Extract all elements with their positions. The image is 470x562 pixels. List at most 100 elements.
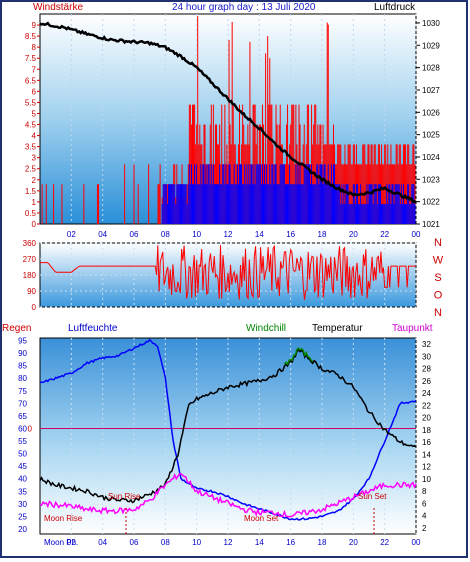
direction-y-tick-label: 90 (27, 287, 36, 296)
wind-x-tick-label: 10 (192, 230, 201, 239)
moon-phase-label: Moon Ph. (44, 538, 78, 547)
wind-y-tick-label: 7.5 (25, 54, 37, 63)
temperature-y-tick-label: 30 (422, 352, 431, 361)
temperature-y-tick-label: 32 (422, 340, 431, 349)
temp-x-tick-label: 08 (161, 538, 170, 547)
wind-y-tick-label: 6.5 (25, 76, 37, 85)
temperature-line (39, 348, 417, 504)
humidity-y-tick-label: 45 (18, 462, 27, 471)
humidity-y-tick-label: 60 (18, 424, 27, 433)
humidity-y-tick-label: 95 (18, 337, 27, 346)
wind-y-tick-label: 1.5 (25, 187, 37, 196)
wind-y-tick-label: 8.5 (25, 32, 37, 41)
humidity-y-tick-label: 50 (18, 450, 27, 459)
zero-line-label: 0 (28, 424, 33, 433)
compass-direction-W: W (433, 255, 444, 267)
humidity-y-tick-label: 70 (18, 399, 27, 408)
moon-set-label: Moon Set (244, 514, 279, 523)
pressure-y-tick-label: 1028 (422, 64, 440, 73)
temperature-y-tick-label: 20 (422, 414, 431, 423)
wind-y-tick-label: 3.5 (25, 143, 37, 152)
wind-x-tick-label: 14 (255, 230, 264, 239)
compass-direction-O: O (434, 290, 443, 302)
wind-x-tick-label: 12 (224, 230, 233, 239)
compass-direction-N: N (434, 307, 442, 319)
direction-y-tick-label: 180 (23, 271, 37, 280)
direction-y-axis-labels: 0 90 180 270 360 (23, 239, 37, 312)
wind-y-tick-label: 5 (32, 109, 37, 118)
temperature-y-tick-label: 8 (422, 487, 427, 496)
dewpoint-line (39, 473, 417, 518)
wind-x-tick-label: 22 (380, 230, 389, 239)
wind-x-tick-label: 04 (98, 230, 107, 239)
humidity-y-tick-label: 25 (18, 512, 27, 521)
temp-x-tick-label: 10 (192, 538, 201, 547)
humidity-y-axis-labels: 20 25 30 35 40 45 50 55 60 65 70 75 80 85 90 95 (18, 337, 27, 534)
wind-y-axis-labels: 0 0.5 1 1.5 2 2.5 3 3.5 4 4.5 5 5.5 6 6.5 7 7.5 8 8.5 9 (25, 21, 37, 229)
wind-x-axis-labels: 02 04 06 08 10 12 14 16 18 20 22 00 (67, 230, 421, 239)
wind-x-tick-label: 08 (161, 230, 170, 239)
pressure-y-axis-labels: 1021 1022 1023 1024 1025 1026 1027 1028 1029 1030 (422, 19, 440, 229)
humidity-y-tick-label: 30 (18, 500, 27, 509)
temp-x-tick-label: 12 (224, 538, 233, 547)
humidity-y-tick-label: 80 (18, 374, 27, 383)
temperature-y-tick-label: 4 (422, 512, 427, 521)
temp-x-tick-label: 22 (380, 538, 389, 547)
direction-y-tick-label: 360 (23, 239, 37, 248)
chart-title: 24 hour graph day : 13 Juli 2020 (172, 2, 316, 13)
wind-x-tick-label: 20 (349, 230, 358, 239)
windchill-line (283, 347, 314, 366)
pressure-y-tick-label: 1026 (422, 108, 440, 117)
wind-y-tick-label: 5.5 (25, 98, 37, 107)
luftfeuchte-label: Luftfeuchte (68, 323, 118, 334)
taupunkt-label: Taupunkt (392, 323, 433, 334)
temperatur-label: Temperatur (312, 323, 363, 334)
compass-direction-S: S (434, 272, 441, 284)
wind-bars (41, 16, 416, 224)
temp-x-axis-labels: 02 04 06 08 10 12 14 16 18 20 22 00 (67, 538, 421, 547)
humidity-y-tick-label: 65 (18, 412, 27, 421)
temperature-y-tick-label: 10 (422, 475, 431, 484)
compass-direction-N: N (434, 237, 442, 249)
wind-y-tick-label: 0 (32, 220, 37, 229)
temp-x-tick-label: 20 (349, 538, 358, 547)
pressure-line (39, 21, 417, 204)
temperature-y-tick-label: 24 (422, 389, 431, 398)
wind-y-tick-label: 6 (32, 87, 37, 96)
humidity-y-tick-label: 40 (18, 475, 27, 484)
pressure-y-tick-label: 1027 (422, 86, 440, 95)
wind-y-tick-label: 4.5 (25, 121, 37, 130)
wind-y-tick-label: 7 (32, 65, 37, 74)
temp-x-tick-label: 16 (286, 538, 295, 547)
wind-x-tick-label: 06 (130, 230, 139, 239)
sun-set-label: Sun Set (358, 492, 387, 501)
pressure-y-tick-label: 1029 (422, 41, 440, 50)
wind-y-tick-label: 8 (32, 43, 37, 52)
temp-x-tick-label: 02 (67, 538, 76, 547)
wind-y-tick-label: 0.5 (25, 209, 37, 218)
temperature-y-tick-label: 14 (422, 450, 431, 459)
wind-direction-line (40, 244, 416, 300)
temperature-y-tick-label: 12 (422, 463, 431, 472)
pressure-y-tick-label: 1024 (422, 153, 440, 162)
pressure-y-tick-label: 1022 (422, 198, 440, 207)
wind-y-tick-label: 3 (32, 154, 37, 163)
direction-y-tick-label: 270 (23, 255, 37, 264)
luftdruck-label: Luftdruck (374, 2, 416, 13)
humidity-y-tick-label: 20 (18, 525, 27, 534)
pressure-y-tick-label: 1025 (422, 131, 440, 140)
temp-x-tick-label: 06 (130, 538, 139, 547)
wind-pressure-panel: 0 0.5 1 1.5 2 2.5 3 3.5 4 4.5 5 5.5 6 6.5 7 7.5 8 8.5 9 10… (25, 13, 440, 239)
regen-label: Regen (2, 323, 31, 334)
wind-y-tick-label: 2.5 (25, 165, 37, 174)
wind-x-tick-label: 16 (286, 230, 295, 239)
temp-x-tick-label: 04 (98, 538, 107, 547)
sun-rise-label: Sun Rise (108, 492, 141, 501)
wind-y-tick-label: 9 (32, 21, 37, 30)
temperature-y-tick-label: 28 (422, 365, 431, 374)
windchill-label: Windchill (246, 323, 286, 334)
humidity-y-tick-label: 90 (18, 349, 27, 358)
